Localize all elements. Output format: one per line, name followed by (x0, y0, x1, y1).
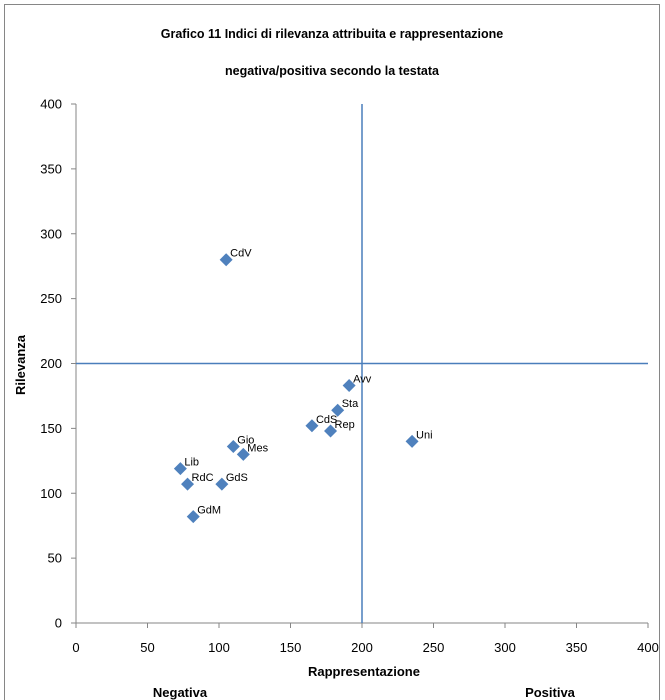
point-label-cdv: CdV (230, 248, 252, 260)
y-tick-label: 300 (40, 226, 62, 241)
data-point-cdv (219, 253, 233, 267)
point-label-uni: Uni (416, 429, 433, 441)
x-tick-label: 50 (140, 640, 154, 655)
data-point-uni (405, 434, 419, 448)
x-axis-title: Rappresentazione (308, 664, 420, 679)
data-point-rdc (181, 477, 195, 491)
y-tick-label: 400 (40, 97, 62, 112)
point-label-gdm: GdM (197, 505, 221, 517)
y-axis-title: Rilevanza (13, 334, 28, 395)
region-label-negative: Negativa (153, 685, 208, 700)
point-label-gio: Gio (237, 435, 254, 447)
data-point-sta (331, 403, 345, 417)
data-point-mes (236, 447, 250, 461)
axes: 0 50 100 150 200 250 300 350 400 0 50 100 150 200 250 3… (40, 97, 659, 656)
data-point-gdm (186, 510, 200, 524)
data-point-gds (215, 477, 229, 491)
region-label-positive: Positiva (525, 685, 576, 700)
y-tick-label: 150 (40, 421, 62, 436)
chart-title-line-2: negativa/positiva secondo la testata (225, 64, 440, 78)
reference-lines (76, 104, 648, 623)
x-tick-label: 300 (494, 640, 516, 655)
point-label-avv: Avv (353, 374, 372, 386)
data-point-lib (173, 462, 187, 476)
data-point-rep (324, 424, 338, 438)
y-tick-label: 200 (40, 356, 62, 371)
point-label-sta: Sta (342, 398, 359, 410)
x-tick-label: 0 (72, 640, 79, 655)
point-label-gds: GdS (226, 472, 248, 484)
y-tick-label: 250 (40, 291, 62, 306)
y-tick-label: 0 (55, 616, 62, 631)
x-tick-label: 200 (351, 640, 373, 655)
point-label-mes: Mes (247, 442, 268, 454)
x-tick-label: 350 (566, 640, 588, 655)
point-label-lib: Lib (184, 457, 199, 469)
y-tick-label: 50 (48, 551, 62, 566)
chart-border (4, 4, 660, 700)
chart-title-line-1: Grafico 11 Indici di rilevanza attribuit… (161, 27, 504, 41)
x-tick-label: 100 (208, 640, 230, 655)
y-tick-label: 350 (40, 161, 62, 176)
y-tick-label: 100 (40, 486, 62, 501)
point-label-rdc: RdC (192, 472, 214, 484)
data-point-avv (342, 379, 356, 393)
x-tick-label: 150 (280, 640, 302, 655)
point-label-rep: Rep (335, 419, 355, 431)
data-point-cds (305, 419, 319, 433)
x-tick-label: 250 (423, 640, 445, 655)
data-point-gio (226, 440, 240, 454)
point-label-cds: CdS (316, 414, 337, 426)
x-tick-label: 400 (637, 640, 659, 655)
